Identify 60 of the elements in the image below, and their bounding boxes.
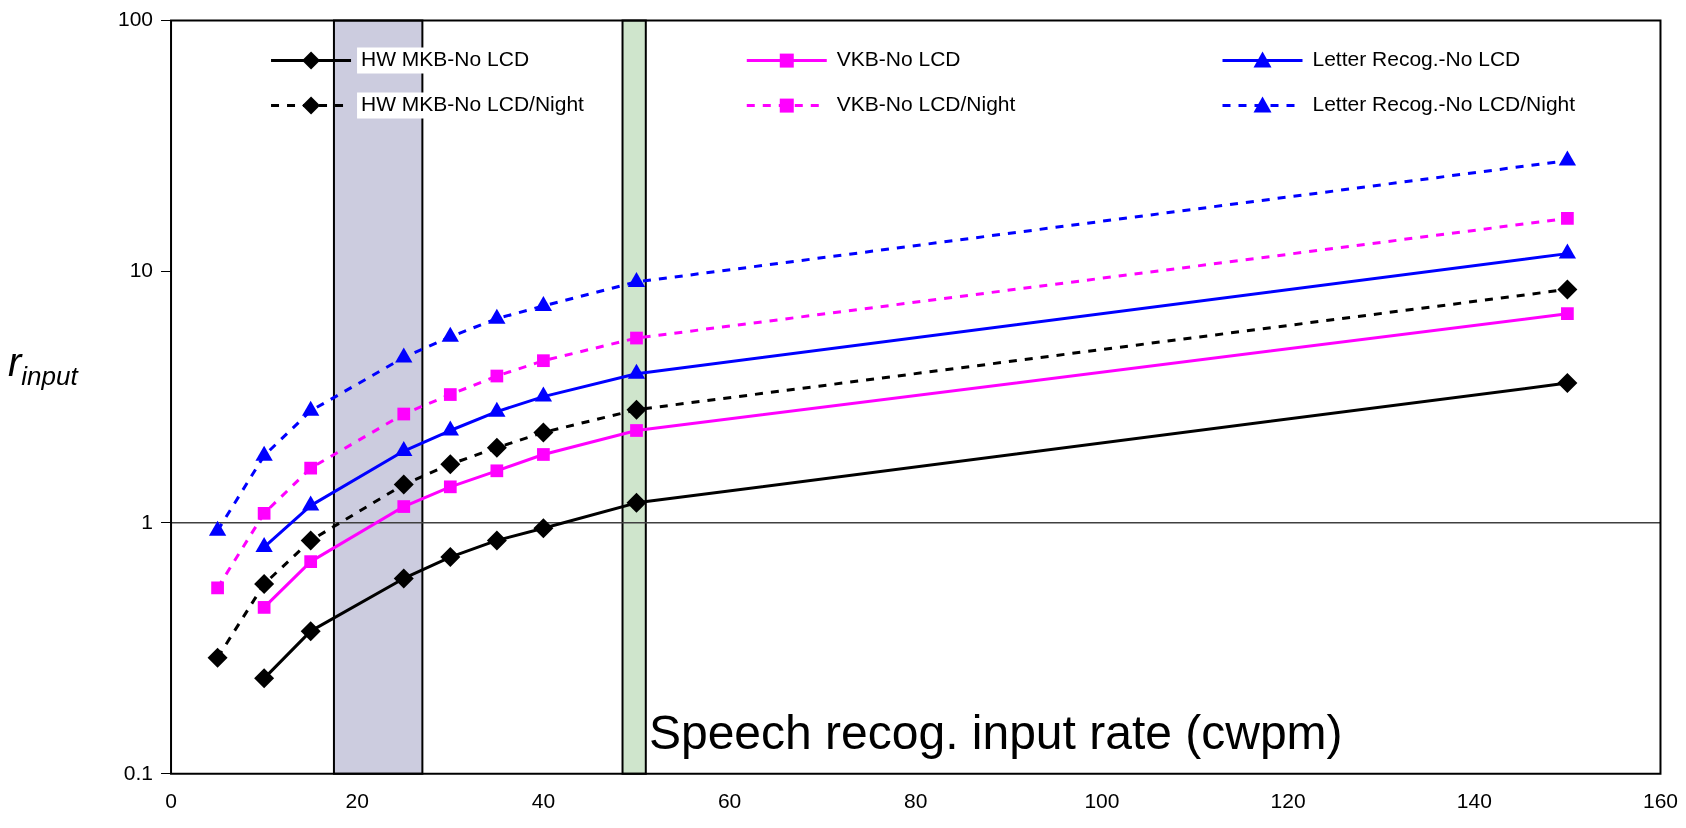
legend-label: VKB-No LCD — [836, 47, 961, 71]
point — [211, 581, 224, 595]
point — [490, 464, 504, 478]
point — [440, 454, 461, 475]
point — [443, 480, 457, 494]
point — [393, 568, 414, 589]
point — [1557, 279, 1578, 300]
point — [1561, 212, 1574, 225]
point — [626, 492, 647, 513]
y-tick-label: 10 — [129, 258, 154, 282]
y-axis-title: r$_{input}$ — [8, 340, 78, 392]
point — [254, 668, 275, 689]
point — [533, 422, 554, 443]
y-tick-label: 100 — [117, 7, 154, 31]
point — [490, 369, 504, 383]
y-tick-label: 0.1 — [123, 760, 154, 784]
point — [397, 500, 411, 513]
point — [300, 621, 321, 642]
point — [300, 530, 321, 551]
x-tick-label: 60 — [717, 789, 742, 813]
point — [304, 461, 318, 475]
point — [630, 424, 643, 437]
x-tick-label: 20 — [345, 789, 369, 813]
point — [207, 647, 228, 668]
point — [1558, 150, 1577, 166]
point — [397, 407, 411, 421]
point — [533, 518, 554, 539]
x-tick-label: 80 — [904, 789, 928, 813]
point — [257, 506, 271, 520]
x-tick-label: 40 — [531, 789, 556, 813]
point — [254, 574, 275, 595]
point — [630, 331, 643, 345]
x-tick-label: 160 — [1642, 789, 1678, 813]
point — [440, 547, 461, 568]
point — [1558, 243, 1577, 259]
point — [393, 474, 414, 495]
y-tick-label: 1 — [141, 509, 154, 533]
point — [257, 601, 271, 614]
legend-label: HW MKB-No LCD — [361, 47, 530, 71]
x-axis-title: Speech recog. input rate (cwpm) — [648, 706, 1343, 760]
point — [486, 530, 507, 551]
point — [488, 308, 506, 324]
point — [537, 448, 550, 461]
point — [395, 441, 413, 457]
point — [537, 354, 550, 368]
point — [626, 399, 647, 420]
point — [1561, 307, 1574, 321]
point — [395, 347, 413, 363]
legend-label: Letter Recog.-No LCD — [1312, 47, 1521, 71]
point — [443, 388, 457, 401]
point — [486, 437, 507, 458]
x-tick-label: 140 — [1456, 789, 1492, 813]
point — [304, 555, 318, 568]
legend-label: Letter Recog.-No LCD/Night — [1312, 92, 1576, 116]
legend-label: VKB-No LCD/Night — [836, 92, 1016, 116]
point — [1557, 373, 1578, 394]
x-tick-label: 100 — [1084, 789, 1120, 813]
x-tick-label: 120 — [1270, 789, 1306, 813]
x-tick-label: 0 — [165, 789, 177, 813]
legend-label: HW MKB-No LCD/Night — [361, 92, 585, 116]
